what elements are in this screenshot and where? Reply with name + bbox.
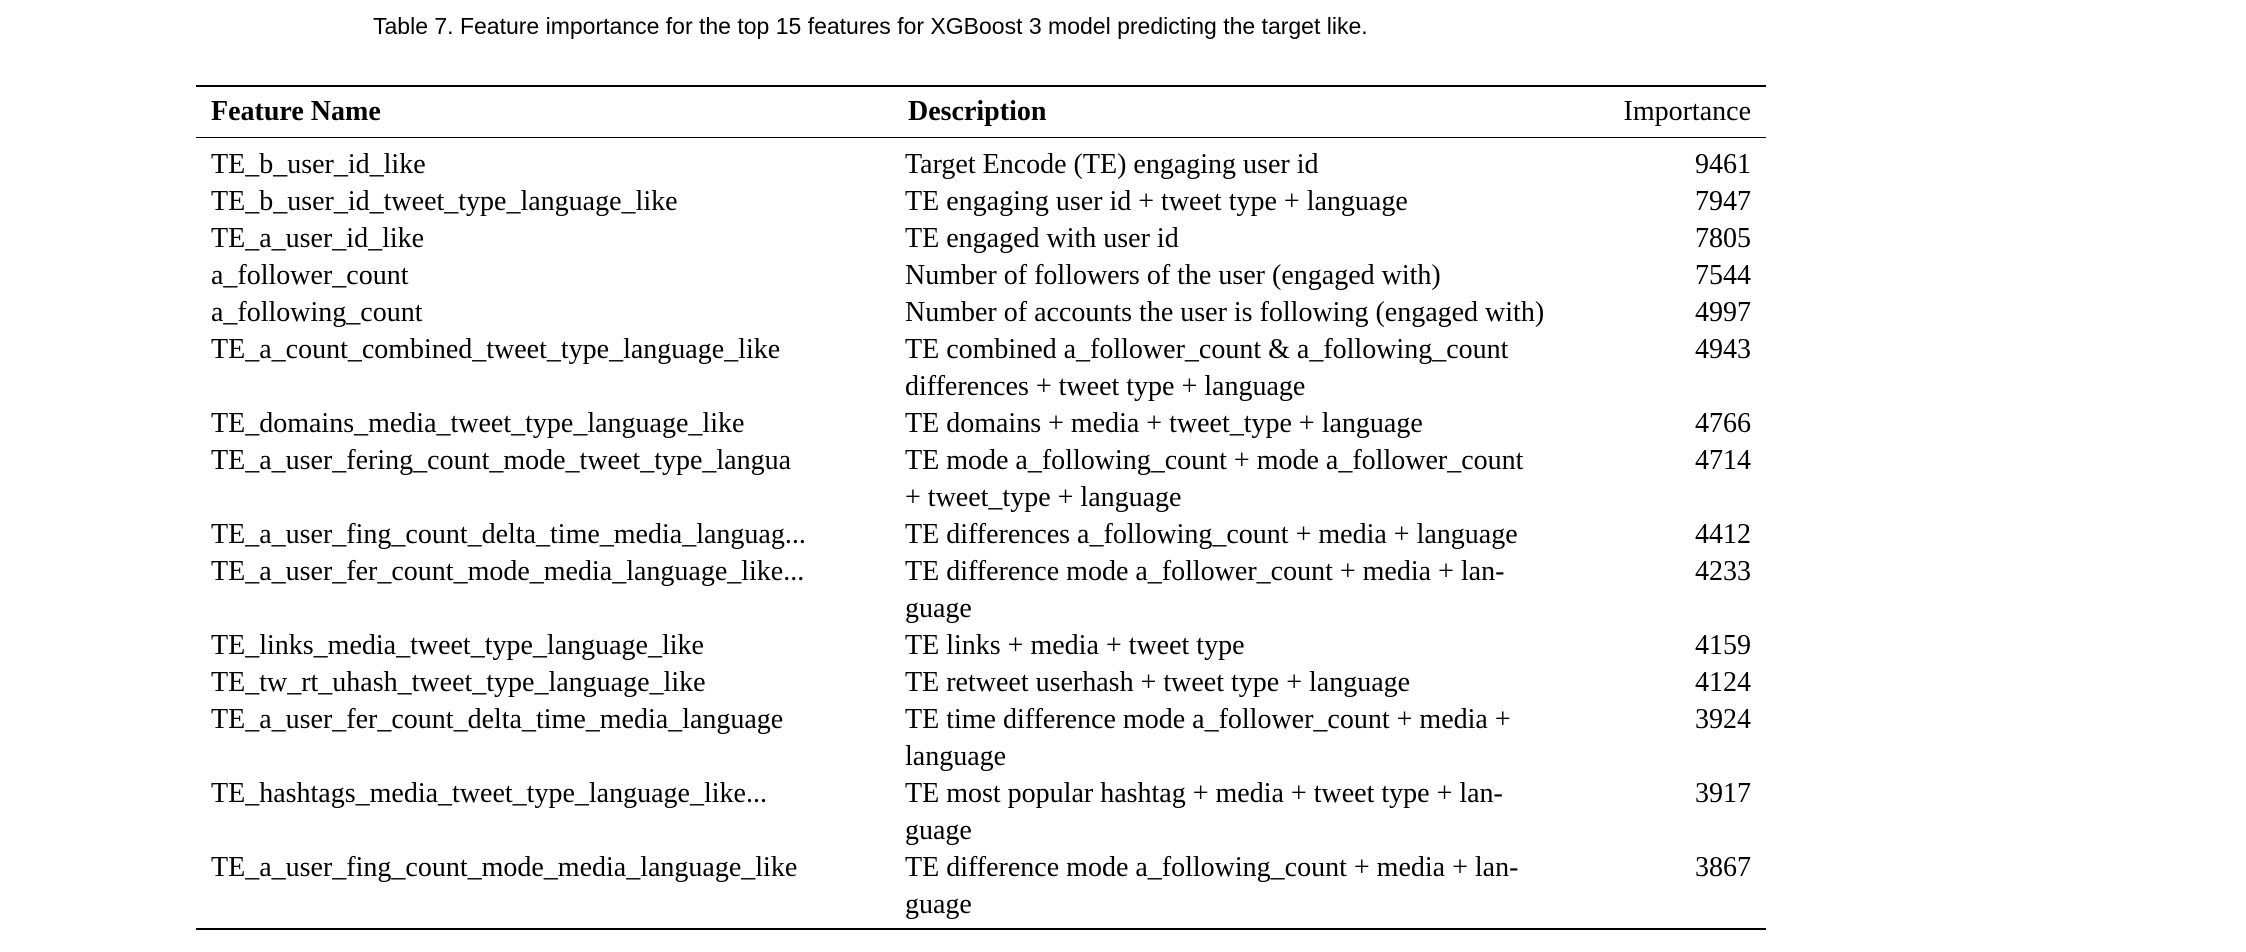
table-row: TE_hashtags_media_tweet_type_language_li…	[196, 775, 1766, 849]
description-cell: TE differences a_following_count + media…	[905, 519, 1518, 550]
table-row: TE_a_user_fer_count_delta_time_media_lan…	[196, 701, 1766, 775]
table-row: TE_b_user_id_tweet_type_language_like TE …	[196, 183, 1766, 220]
feature-name-cell: TE_a_user_fering_count_mode_tweet_type_l…	[211, 445, 792, 476]
header-importance: Importance	[1623, 96, 1752, 127]
table-row: TE_b_user_id_like Target Encode (TE) enga…	[196, 138, 1766, 184]
table-row: TE_a_user_fing_count_delta_time_media_la…	[196, 516, 1766, 553]
description-cell: TE engaged with user id	[905, 223, 1179, 254]
description-cell: TE domains + media + tweet_type + langua…	[905, 408, 1423, 439]
description-cell: TE combined a_follower_count & a_followi…	[905, 334, 1509, 402]
importance-cell: 3867	[1695, 852, 1751, 883]
feature-name-cell: TE_a_count_combined_tweet_type_language_…	[211, 334, 781, 365]
table-header: Feature Name Description Importance	[196, 86, 1766, 138]
table-row: TE_a_user_fing_count_mode_media_language…	[196, 849, 1766, 929]
table-row: TE_domains_media_tweet_type_language_lik…	[196, 405, 1766, 442]
importance-cell: 4997	[1695, 297, 1751, 328]
description-cell: Number of followers of the user (engaged…	[905, 260, 1441, 291]
importance-cell: 4233	[1695, 556, 1751, 587]
importance-cell: 4766	[1695, 408, 1751, 439]
table-body: TE_b_user_id_like Target Encode (TE) enga…	[196, 138, 1766, 929]
table-caption: Table 7. Feature importance for the top …	[373, 13, 1368, 39]
description-cell: Number of accounts the user is following…	[905, 297, 1545, 328]
header-row: Feature Name Description Importance	[196, 86, 1766, 138]
table-row: TE_links_media_tweet_type_language_like T…	[196, 627, 1766, 664]
table-row: TE_a_user_fer_count_mode_media_language_…	[196, 553, 1766, 627]
table-row: TE_a_count_combined_tweet_type_language_…	[196, 331, 1766, 405]
importance-cell: 4714	[1695, 445, 1751, 476]
importance-cell: 7544	[1695, 260, 1751, 291]
importance-cell: 4124	[1695, 667, 1751, 698]
feature-name-cell: TE_a_user_fing_count_mode_media_language…	[211, 852, 798, 883]
importance-cell: 4412	[1695, 519, 1751, 550]
description-cell: TE retweet userhash + tweet type + langu…	[905, 667, 1411, 698]
importance-cell: 7947	[1695, 186, 1751, 217]
table-row: TE_a_user_fering_count_mode_tweet_type_l…	[196, 442, 1766, 516]
importance-cell: 4943	[1695, 334, 1751, 365]
feature-name-cell: TE_links_media_tweet_type_language_like	[211, 630, 704, 661]
feature-name-cell: a_following_count	[211, 297, 423, 328]
feature-importance-table-container: Feature Name Description Importance TE_b…	[196, 85, 1766, 930]
header-description: Description	[908, 96, 1047, 127]
feature-name-cell: TE_a_user_fer_count_delta_time_media_lan…	[211, 704, 784, 735]
description-cell: TE difference mode a_follower_count + me…	[905, 556, 1505, 624]
feature-name-cell: TE_hashtags_media_tweet_type_language_li…	[211, 778, 767, 809]
description-cell: TE engaging user id + tweet type + langu…	[905, 186, 1408, 217]
description-cell: TE most popular hashtag + media + tweet …	[905, 778, 1503, 846]
feature-name-cell: TE_a_user_id_like	[211, 223, 425, 254]
feature-name-cell: TE_a_user_fing_count_delta_time_media_la…	[211, 519, 806, 550]
description-cell: TE time difference mode a_follower_count…	[905, 704, 1511, 772]
table-row: a_following_count Number of accounts the …	[196, 294, 1766, 331]
description-cell: TE links + media + tweet type	[905, 630, 1245, 661]
feature-name-cell: TE_a_user_fer_count_mode_media_language_…	[211, 556, 805, 587]
header-feature-name: Feature Name	[211, 96, 381, 127]
description-cell: Target Encode (TE) engaging user id	[905, 149, 1319, 180]
importance-cell: 4159	[1695, 630, 1751, 661]
importance-cell: 3924	[1695, 704, 1751, 735]
description-cell: TE mode a_following_count + mode a_follo…	[905, 445, 1524, 513]
table-row: TE_tw_rt_uhash_tweet_type_language_like T…	[196, 664, 1766, 701]
table-row: TE_a_user_id_like TE engaged with user id…	[196, 220, 1766, 257]
description-cell: TE difference mode a_following_count + m…	[905, 852, 1519, 920]
feature-importance-table: Feature Name Description Importance TE_b…	[196, 85, 1766, 930]
feature-name-cell: TE_b_user_id_like	[211, 149, 426, 180]
importance-cell: 9461	[1695, 149, 1751, 180]
feature-name-cell: TE_tw_rt_uhash_tweet_type_language_like	[211, 667, 706, 698]
feature-name-cell: TE_domains_media_tweet_type_language_lik…	[211, 408, 745, 439]
table-row: a_follower_count Number of followers of t…	[196, 257, 1766, 294]
feature-name-cell: a_follower_count	[211, 260, 409, 291]
importance-cell: 7805	[1695, 223, 1751, 254]
feature-name-cell: TE_b_user_id_tweet_type_language_like	[211, 186, 678, 217]
importance-cell: 3917	[1695, 778, 1751, 809]
